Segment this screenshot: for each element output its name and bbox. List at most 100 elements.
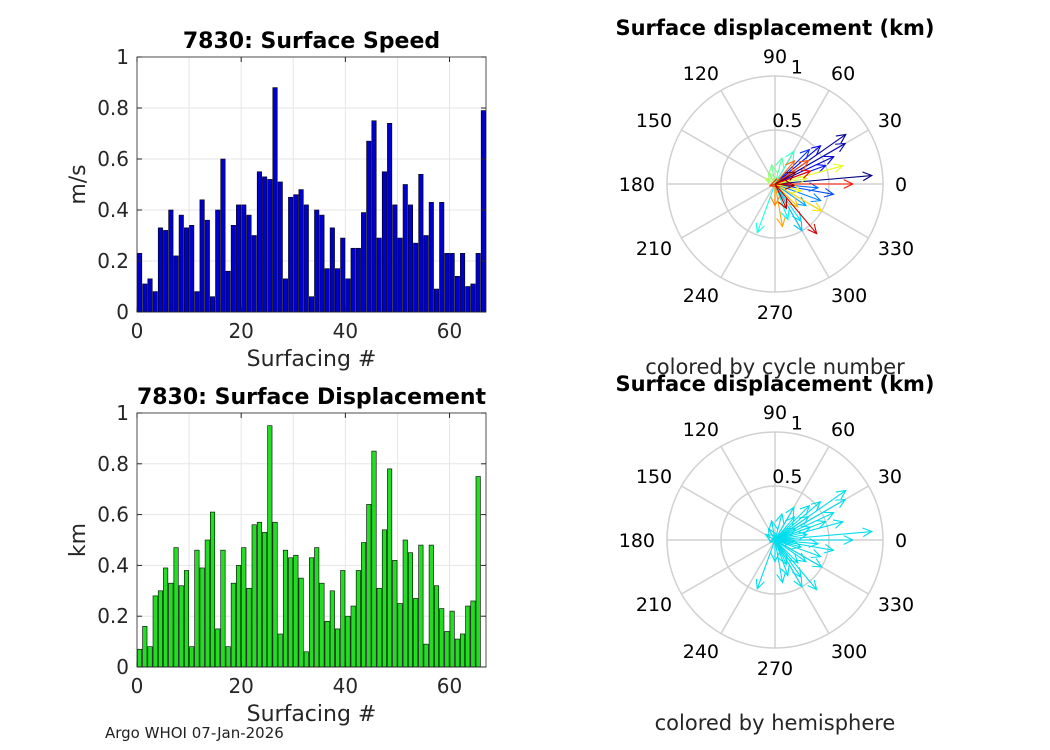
displacement-bar (220, 549, 226, 668)
speed-ytick-label: 0.8 (97, 96, 129, 120)
polar-cycle-angle-label: 330 (878, 238, 914, 260)
displacement-bar (324, 620, 330, 668)
polar-hemisphere-vector (774, 539, 786, 584)
speed-bar (335, 268, 341, 313)
polar-cycle-angle-label: 120 (683, 63, 719, 85)
polar-hemisphere-vector (774, 539, 803, 550)
speed-bar (178, 214, 184, 313)
polar-hemisphere-vector (774, 536, 796, 546)
speed-chart: 0 0.2 0.4 0.6 0.8 1 0 20 40 60 7830: Surface Speed… (66, 29, 487, 372)
polar-cycle-vector (774, 183, 822, 203)
displacement-bar (152, 595, 158, 668)
displacement-bar (392, 560, 398, 668)
polar-cycle-vector (774, 183, 788, 210)
speed-bar (277, 181, 283, 313)
polar-hemisphere-angle-label: 180 (619, 530, 655, 552)
speed-bar (397, 237, 403, 313)
displacement-bar (225, 646, 231, 668)
polar-hemisphere-vector (774, 501, 822, 541)
speed-bar (293, 194, 299, 313)
speed-title: 7830: Surface Speed (183, 29, 440, 54)
displacement-bar (350, 605, 356, 668)
polar-cycle-ring (666, 75, 884, 293)
polar-cycle-vector (774, 183, 823, 212)
polar-hemisphere-chart: 0 30 60 90 120 150 180 210 240 270 300 330 0.5 1 Surfa… (615, 372, 934, 735)
speed-bar (319, 214, 325, 313)
displacement-bar (178, 585, 184, 668)
displacement-bar (402, 539, 408, 668)
polar-hemisphere-vector (774, 539, 818, 591)
polar-hemisphere-angle-label: 330 (878, 594, 914, 616)
speed-bar (194, 291, 200, 313)
displacement-bar (428, 544, 434, 668)
displacement-bar (470, 600, 476, 668)
displacement-bar (241, 547, 247, 668)
displacement-bar (137, 648, 143, 668)
polar-cycle-chart: 0 30 60 90 120 150 180 210 240 270 300 330 0.5 1 Surfa… (615, 16, 934, 379)
displacement-bar (189, 646, 195, 668)
polar-cycle-vector (774, 183, 835, 198)
speed-bar (329, 227, 335, 313)
displacement-bar (439, 608, 445, 668)
speed-bar (220, 158, 226, 313)
displacement-bar (293, 554, 299, 668)
speed-bar (256, 171, 262, 313)
polar-cycle-angle-label: 210 (636, 238, 672, 260)
polar-hemisphere-title: Surface displacement (km) (615, 372, 934, 396)
polar-cycle-vector (774, 180, 796, 190)
displacement-ytick-label: 0.2 (97, 604, 129, 628)
polar-cycle-angle-label: 150 (636, 110, 672, 132)
speed-ytick-label: 0.6 (97, 147, 129, 171)
speed-bar (376, 237, 382, 313)
displacement-bar (355, 570, 361, 668)
polar-cycle-title: Surface displacement (km) (615, 16, 934, 40)
displacement-bar (262, 532, 268, 668)
speed-bar (168, 209, 174, 313)
polar-cycle-vector (774, 183, 786, 228)
polar-hemisphere-vector (774, 525, 812, 541)
speed-bar (230, 225, 236, 313)
speed-bar (246, 214, 252, 313)
speed-bar (324, 268, 330, 313)
polar-cycle-radius-label: 1 (791, 57, 803, 79)
speed-bar (340, 237, 346, 313)
polar-hemisphere-subtitle: colored by hemisphere (655, 711, 896, 735)
displacement-bar (387, 468, 393, 668)
displacement-bar (142, 626, 148, 668)
polar-cycle-angle-label: 90 (763, 46, 787, 68)
displacement-bar (157, 590, 163, 668)
speed-bar (288, 196, 294, 313)
speed-bar (152, 291, 158, 313)
displacement-bar (407, 552, 413, 668)
displacement-bar (413, 598, 419, 668)
polar-hemisphere-vector (774, 527, 797, 541)
polar-hemisphere-radius-label: 0.5 (772, 466, 802, 488)
speed-bar (413, 242, 419, 313)
speed-xtick-label: 0 (131, 319, 144, 343)
polar-cycle-subtitle: colored by cycle number (645, 355, 905, 379)
displacement-ytick-label: 1 (116, 401, 129, 425)
speed-bar (371, 120, 377, 313)
polar-hemisphere-angle-label: 150 (636, 466, 672, 488)
displacement-bar (204, 539, 210, 668)
displacement-bar (308, 557, 315, 668)
displacement-bar (314, 547, 320, 668)
polar-hemisphere-angle-label: 90 (763, 402, 787, 424)
displacement-bar (319, 582, 325, 668)
polar-hemisphere-angle-label: 240 (683, 641, 719, 663)
polar-hemisphere-vector (774, 539, 822, 559)
displacement-bar (361, 542, 367, 668)
displacement-bar (345, 615, 351, 668)
speed-bar (418, 174, 424, 313)
polar-hemisphere-vector (774, 539, 835, 554)
displacement-ylabel: km (66, 523, 91, 557)
polar-cycle-angle-label: 60 (831, 63, 855, 85)
polar-hemisphere-ring (666, 431, 884, 649)
displacement-bar (454, 638, 460, 668)
speed-xtick-label: 40 (333, 319, 358, 343)
displacement-bar (329, 590, 335, 668)
displacement-bar (147, 646, 153, 668)
polar-cycle-angle-label: 240 (683, 285, 719, 307)
speed-bar (475, 253, 481, 313)
